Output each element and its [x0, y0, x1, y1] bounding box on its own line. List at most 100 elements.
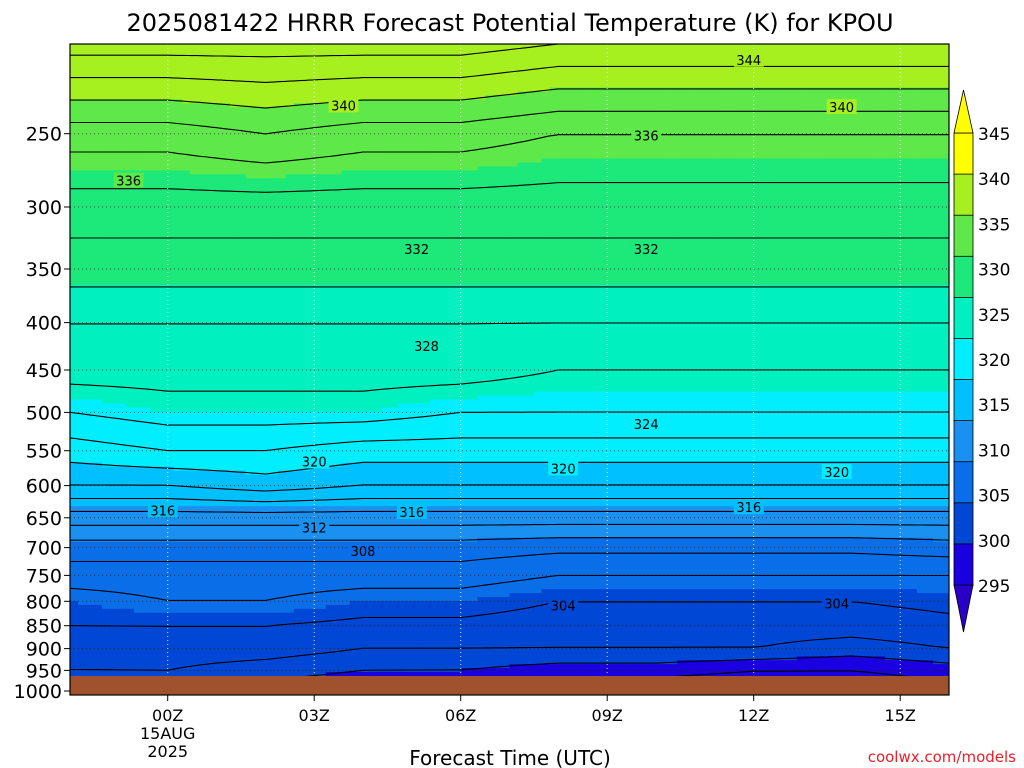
theta-cell [661, 209, 670, 215]
theta-cell [117, 63, 127, 69]
theta-cell [213, 221, 223, 227]
theta-cell [461, 154, 471, 160]
theta-cell [469, 126, 479, 132]
theta-cell [613, 182, 622, 187]
theta-cell [621, 71, 630, 77]
theta-cell [717, 44, 726, 49]
theta-cell [341, 138, 351, 144]
theta-cell [141, 126, 151, 132]
theta-cell [677, 194, 686, 199]
theta-cell [525, 138, 535, 144]
theta-cell [357, 205, 367, 211]
theta-cell [645, 95, 654, 100]
theta-cell [485, 115, 495, 120]
theta-cell [917, 79, 926, 85]
theta-cell [893, 194, 902, 199]
theta-cell [365, 83, 375, 89]
theta-cell [909, 83, 918, 89]
theta-cell [677, 44, 686, 49]
theta-cell [869, 198, 878, 203]
theta-cell [685, 44, 694, 49]
theta-cell [509, 119, 519, 124]
theta-cell [301, 209, 311, 215]
theta-cell [597, 209, 606, 215]
theta-cell [365, 55, 375, 61]
theta-cell [141, 67, 151, 73]
theta-cell [909, 166, 918, 171]
theta-cell [445, 202, 455, 207]
theta-cell [565, 150, 575, 156]
theta-cell [541, 142, 551, 148]
theta-cell [781, 182, 790, 187]
theta-cell [213, 107, 223, 112]
theta-cell [717, 170, 726, 175]
theta-cell [717, 186, 726, 191]
theta-cell [581, 111, 591, 116]
theta-cell [173, 44, 183, 49]
theta-cell [293, 111, 303, 116]
theta-cell [669, 162, 678, 168]
theta-cell [877, 142, 886, 148]
theta-cell [405, 83, 415, 89]
theta-cell [149, 142, 159, 148]
theta-cell [285, 162, 295, 168]
theta-cell [389, 142, 399, 148]
theta-cell [541, 83, 551, 89]
theta-cell [333, 198, 343, 203]
theta-cell [533, 119, 543, 124]
theta-cell [469, 67, 479, 73]
theta-cell [205, 59, 215, 65]
theta-cell [709, 174, 718, 179]
theta-cell [149, 166, 159, 171]
theta-cell [893, 99, 902, 104]
theta-cell [85, 194, 95, 199]
theta-cell [869, 87, 878, 92]
theta-cell [693, 174, 702, 179]
theta-cell [245, 83, 255, 89]
theta-cell [525, 126, 535, 132]
theta-cell [301, 95, 311, 100]
theta-cell [501, 174, 511, 179]
theta-cell [157, 79, 167, 85]
theta-cell [821, 99, 830, 104]
theta-cell [653, 194, 662, 199]
theta-cell [549, 174, 559, 179]
theta-cell [173, 51, 183, 57]
theta-cell [461, 55, 471, 61]
theta-cell [125, 126, 135, 132]
theta-cell [125, 202, 135, 207]
theta-cell [909, 87, 918, 92]
theta-cell [917, 107, 926, 112]
theta-cell [781, 198, 790, 203]
theta-cell [389, 162, 399, 168]
theta-cell [581, 213, 591, 219]
theta-cell [637, 198, 646, 203]
theta-cell [181, 142, 191, 148]
theta-cell [813, 107, 822, 112]
theta-cell [277, 198, 287, 203]
theta-cell [637, 190, 646, 195]
theta-cell [725, 95, 734, 100]
theta-cell [653, 190, 662, 195]
theta-cell [397, 83, 407, 89]
theta-cell [341, 186, 351, 191]
theta-cell [685, 150, 694, 156]
theta-cell [677, 170, 686, 175]
theta-cell [453, 71, 463, 77]
theta-cell [421, 44, 431, 49]
theta-cell [629, 111, 638, 116]
theta-cell [853, 91, 862, 96]
theta-cell [845, 213, 854, 219]
theta-cell [181, 51, 191, 57]
theta-cell [645, 99, 654, 104]
theta-cell [829, 166, 838, 171]
theta-cell [309, 55, 319, 61]
theta-cell [469, 83, 479, 89]
theta-cell [181, 186, 191, 191]
theta-cell [765, 170, 774, 175]
theta-cell [165, 198, 175, 203]
theta-cell [389, 158, 399, 164]
theta-cell [637, 115, 646, 120]
theta-cell [581, 67, 591, 73]
theta-cell [581, 79, 591, 85]
